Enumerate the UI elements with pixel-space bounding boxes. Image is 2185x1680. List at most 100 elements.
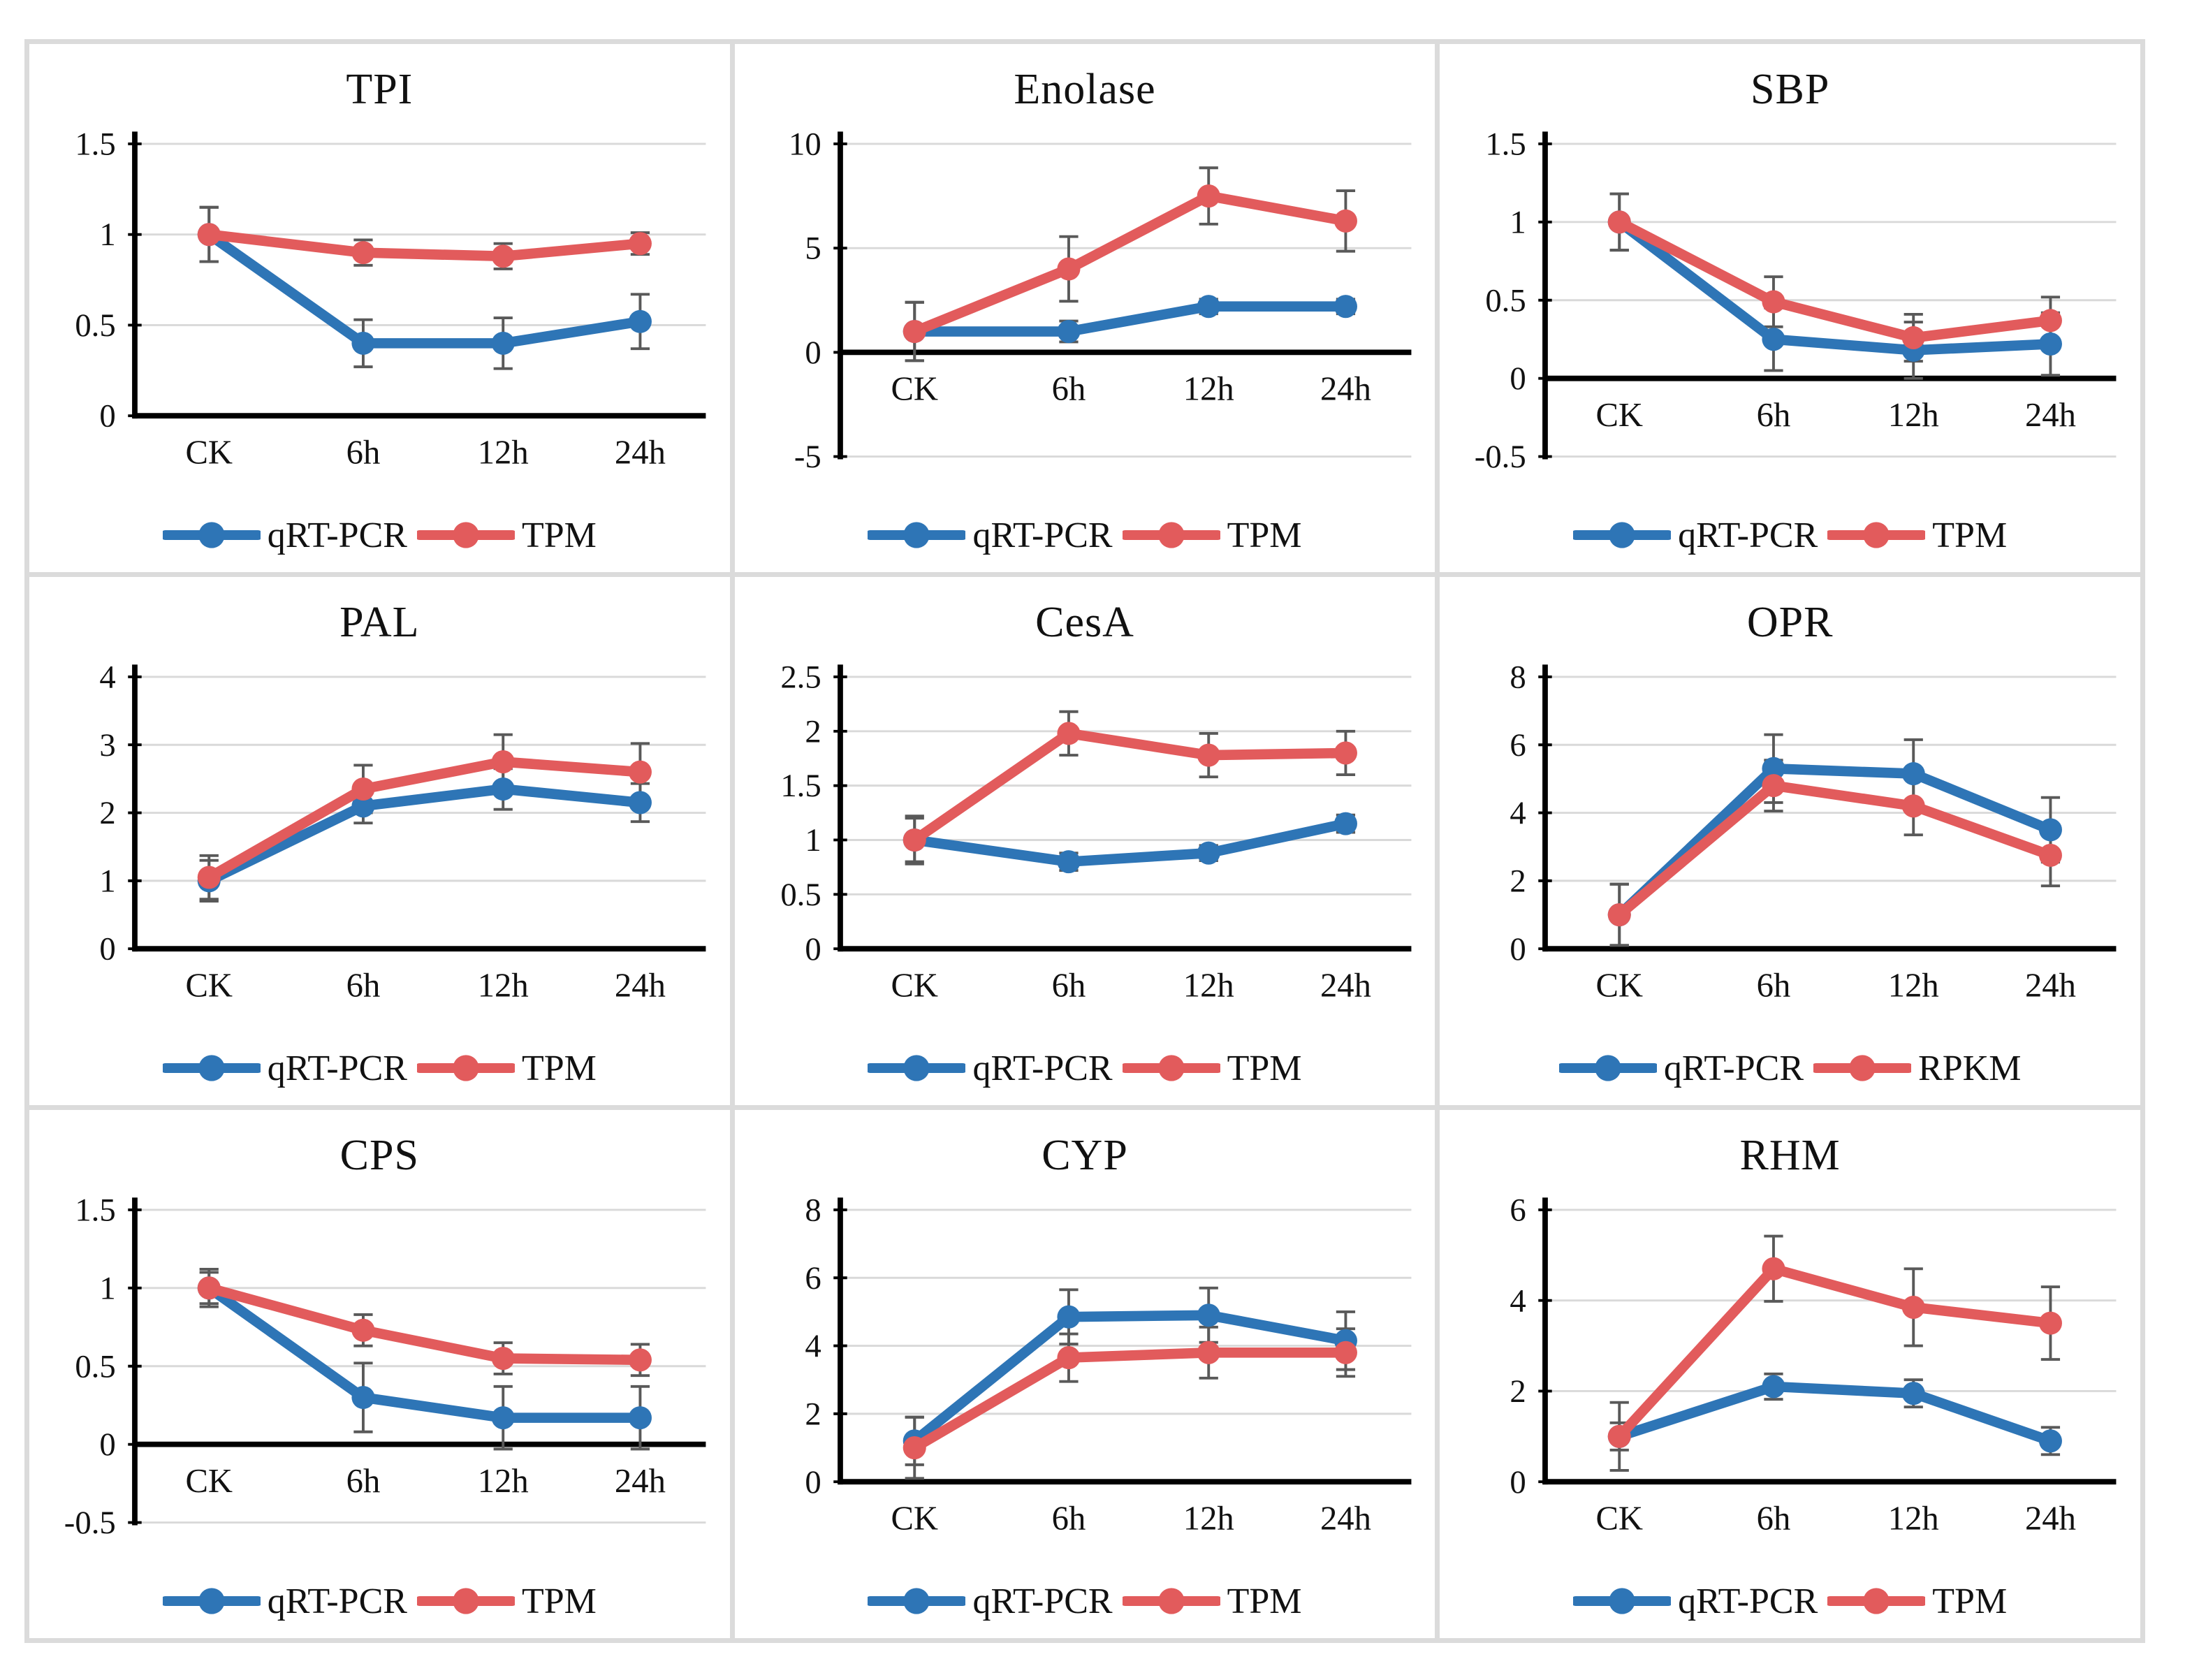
chart-plot: 0 2 4 6 8 CK 6h 12h 24h xyxy=(1510,659,2117,1004)
data-point xyxy=(2039,818,2063,842)
x-tick-label: CK xyxy=(1596,966,1644,1004)
chart-legend: qRT-PCR TPM xyxy=(162,1048,597,1089)
y-tick-label: 1.5 xyxy=(75,1192,115,1228)
legend-swatch-icon xyxy=(868,1055,966,1082)
data-point xyxy=(1333,1341,1357,1364)
y-tick-label: 4 xyxy=(805,1328,821,1364)
data-point xyxy=(1902,762,1926,786)
legend-item: qRT-PCR xyxy=(1573,1581,1818,1622)
data-point xyxy=(491,331,515,355)
y-tick-label: 2 xyxy=(805,1396,821,1432)
chart-title: SBP xyxy=(1751,66,1830,113)
y-tick-label: 0.5 xyxy=(780,877,821,913)
chart-title: CPS xyxy=(339,1132,419,1179)
legend-label: qRT-PCR xyxy=(267,1581,407,1621)
y-tick-label: 2 xyxy=(99,795,115,831)
legend-item: TPM xyxy=(1122,1048,1302,1089)
legend-swatch-icon xyxy=(1827,522,1926,549)
data-point xyxy=(197,223,221,247)
series-line xyxy=(909,1310,1351,1447)
data-point xyxy=(1197,1303,1220,1327)
legend-marker-icon xyxy=(198,1055,225,1082)
legend-swatch-icon xyxy=(1122,1588,1220,1615)
legend-label: qRT-PCR xyxy=(1678,515,1818,555)
y-tick-label: 0.5 xyxy=(1486,282,1526,319)
data-point xyxy=(1762,774,1785,798)
series-line xyxy=(909,191,1351,337)
series-line xyxy=(909,728,1351,845)
legend-marker-icon xyxy=(453,1588,479,1615)
y-tick-label: -0.5 xyxy=(64,1505,116,1541)
legend-item: qRT-PCR xyxy=(162,1048,407,1089)
chart-panel: CYP 0 2 4 6 8 CK 6h 12h 24h qRT-PCR TPM xyxy=(734,1110,1435,1638)
y-tick-label: 0 xyxy=(1510,931,1526,967)
series-line xyxy=(203,1283,645,1423)
series-line xyxy=(203,229,645,349)
data-point xyxy=(1608,210,1632,234)
legend-marker-icon xyxy=(1849,1055,1876,1082)
data-point xyxy=(197,865,221,889)
legend-marker-icon xyxy=(1157,522,1185,549)
data-point xyxy=(1057,1346,1081,1370)
x-tick-label: 24h xyxy=(615,966,666,1004)
legend-swatch-icon xyxy=(1573,1588,1672,1615)
chart-plot: 0 2 4 6 8 CK 6h 12h 24h xyxy=(805,1192,1412,1537)
legend-marker-icon xyxy=(903,522,930,549)
series-line xyxy=(203,784,645,886)
chart-legend: qRT-PCR TPM xyxy=(868,1048,1302,1089)
data-point xyxy=(2039,332,2063,356)
y-tick-label: 2 xyxy=(1510,1373,1526,1410)
series-line xyxy=(1614,217,2056,356)
data-point xyxy=(1057,850,1081,874)
chart-legend: qRT-PCR TPM xyxy=(162,1581,597,1622)
data-point xyxy=(628,1348,652,1372)
x-tick-label: CK xyxy=(891,966,938,1004)
data-point xyxy=(1333,741,1357,765)
y-tick-label: 6 xyxy=(1510,1192,1526,1228)
data-point xyxy=(2039,843,2063,867)
y-tick-label: 2 xyxy=(1510,863,1526,899)
series-line xyxy=(909,1347,1351,1453)
x-tick-label: 12h xyxy=(1183,1499,1234,1537)
legend-marker-icon xyxy=(198,1588,225,1615)
x-tick-label: 12h xyxy=(1888,1499,1939,1537)
legend-swatch-icon xyxy=(162,1055,261,1082)
legend-swatch-icon xyxy=(868,522,966,549)
figure-grid: TPI 0 0.5 1 1.5 CK 6h 12h 24h qRT-PCR TPM Enolase -5… xyxy=(29,44,2140,1638)
x-tick-label: CK xyxy=(185,433,233,471)
chart-title: TPI xyxy=(346,66,414,113)
x-tick-label: CK xyxy=(1596,1499,1644,1537)
y-tick-label: 10 xyxy=(789,126,821,162)
x-tick-label: 12h xyxy=(478,966,529,1004)
data-point xyxy=(351,241,375,265)
x-tick-label: 6h xyxy=(1757,1499,1791,1537)
data-point xyxy=(1762,328,1785,351)
data-point xyxy=(351,794,375,818)
legend-swatch-icon xyxy=(1827,1588,1926,1615)
y-tick-label: 0 xyxy=(805,335,821,371)
x-tick-label: 24h xyxy=(2025,966,2076,1004)
data-point xyxy=(1333,295,1357,319)
x-tick-label: 6h xyxy=(1051,370,1086,407)
y-tick-label: 4 xyxy=(1510,1283,1526,1319)
legend-item: TPM xyxy=(1122,1581,1302,1622)
data-point xyxy=(2039,1311,2063,1335)
x-tick-label: 6h xyxy=(1051,1499,1086,1537)
chart-plot: 0 2 4 6 CK 6h 12h 24h xyxy=(1510,1192,2117,1537)
chart-plot: -5 0 5 10 CK 6h 12h 24h xyxy=(789,126,1412,475)
series-line xyxy=(1614,217,2056,343)
x-tick-label: 24h xyxy=(1320,1499,1371,1537)
data-point xyxy=(197,1276,221,1300)
y-tick-label: 1 xyxy=(805,822,821,859)
legend-label: qRT-PCR xyxy=(267,1048,407,1088)
x-tick-label: 6h xyxy=(1757,966,1791,1004)
legend-label: qRT-PCR xyxy=(1678,1581,1818,1621)
y-tick-label: 1 xyxy=(99,1270,115,1306)
y-tick-label: 2 xyxy=(805,713,821,750)
data-point xyxy=(628,1406,652,1430)
legend-item: TPM xyxy=(416,515,597,556)
legend-swatch-icon xyxy=(162,1588,261,1615)
legend-label: TPM xyxy=(521,1048,597,1088)
y-tick-label: 0 xyxy=(805,1464,821,1500)
y-tick-label: 3 xyxy=(99,727,115,764)
